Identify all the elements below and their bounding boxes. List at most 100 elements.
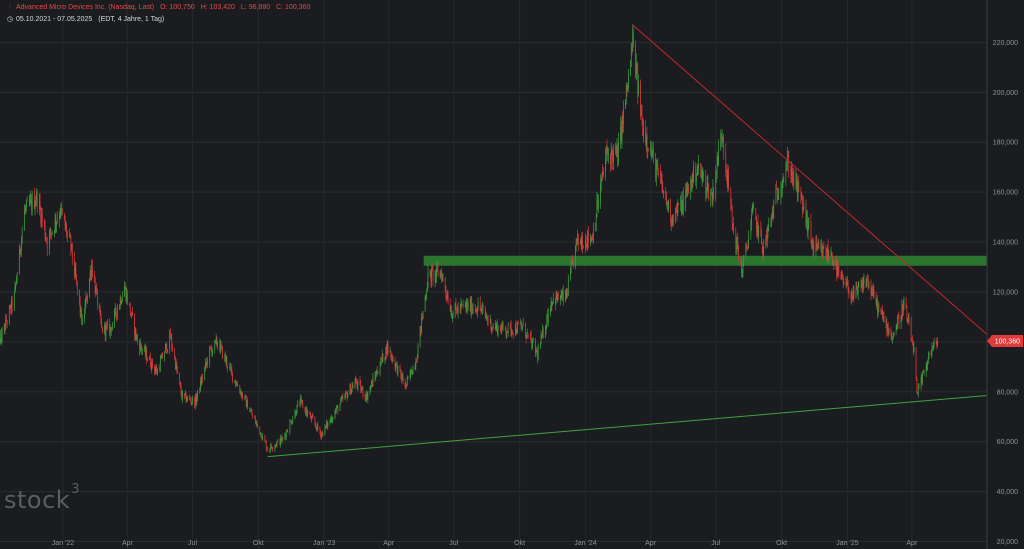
candle-body [752, 202, 754, 212]
candle-body [862, 280, 863, 292]
zone-layer [423, 255, 988, 266]
candle-body [836, 260, 838, 277]
candle-body [54, 218, 56, 231]
candle-body [141, 347, 143, 351]
candle-body [565, 290, 566, 301]
candle-body [467, 302, 468, 310]
candle-body [215, 340, 216, 341]
candle-body [220, 343, 222, 347]
price-tick-label: 120,000 [993, 289, 1018, 296]
candle-body [339, 404, 341, 412]
candle-body [566, 293, 568, 298]
candle-body [316, 423, 318, 430]
candle-body [915, 347, 917, 378]
candle-body [86, 295, 88, 301]
candle-body [71, 243, 73, 259]
candle-body [550, 302, 552, 311]
candle-body [783, 177, 785, 182]
candle-body [59, 214, 61, 217]
candle-body [36, 191, 37, 203]
candle-body [545, 330, 546, 338]
candle-body [312, 416, 314, 419]
candle-body [497, 325, 499, 335]
candle-body [350, 385, 352, 394]
candle-body [842, 276, 844, 283]
candle-body [546, 314, 548, 325]
candle-body [474, 308, 476, 310]
candle-body [426, 291, 427, 297]
support-trendline [267, 395, 988, 458]
candle-body [625, 85, 627, 100]
candle-body [441, 275, 443, 281]
candle-body [115, 307, 117, 315]
candle-body [305, 408, 306, 414]
candle-body [349, 385, 351, 394]
candle-body [927, 361, 928, 366]
candle-body [189, 396, 191, 399]
candle-body [375, 375, 377, 377]
candle-body [245, 397, 247, 407]
candle-body [811, 239, 812, 242]
candle-body [893, 331, 895, 336]
candle-body [517, 322, 519, 325]
candle-body [718, 148, 719, 166]
time-tick-label: Okt [776, 540, 787, 547]
candle-body [670, 200, 671, 223]
candle-body [517, 322, 518, 333]
candle-body [19, 247, 21, 253]
candle-body [332, 418, 334, 420]
candle-body [675, 207, 677, 223]
candle-body [51, 231, 53, 235]
candle-body [477, 302, 479, 311]
candle-body [211, 349, 213, 355]
candle-body [937, 342, 938, 346]
candle-body [261, 438, 263, 440]
candle-body [796, 177, 797, 189]
candle-body [309, 412, 311, 415]
candle-body [526, 332, 528, 339]
candle-body [442, 275, 444, 278]
candle-body [165, 343, 167, 347]
candles [0, 24, 938, 453]
candle-body [34, 195, 35, 209]
candle-body [215, 338, 217, 341]
candle-body [227, 366, 228, 368]
candle-body [360, 383, 362, 391]
candle-body [430, 271, 432, 282]
candle-body [880, 307, 882, 312]
candle-body [306, 409, 308, 415]
candle-body [615, 147, 617, 153]
candle-body [645, 135, 647, 143]
candle-body [154, 366, 155, 372]
candle-body [892, 335, 894, 339]
candle-body [620, 126, 622, 141]
candle-body [531, 339, 533, 349]
candle-body [597, 199, 598, 208]
candle-body [790, 173, 792, 177]
candle-body [99, 309, 101, 314]
candle-body [66, 225, 67, 235]
candle-body [426, 287, 428, 292]
candle-body [807, 221, 809, 233]
candle-body [797, 181, 799, 198]
candle-body [114, 310, 115, 325]
candle-body [598, 202, 599, 208]
candle-body [385, 347, 387, 358]
candle-body [541, 335, 543, 336]
candle-body [139, 342, 140, 351]
candle-body [415, 362, 417, 367]
candle-body [24, 209, 26, 211]
candle-body [44, 225, 46, 238]
candle-body [595, 216, 597, 226]
candle-body [132, 312, 133, 315]
candle-body [399, 365, 401, 370]
candle-body [319, 428, 321, 433]
candle-body [76, 278, 77, 282]
candle-body [887, 324, 889, 334]
candle-body [267, 449, 269, 451]
candle-body [307, 412, 309, 415]
candle-body [885, 320, 887, 323]
candle-body [134, 314, 135, 336]
candle-body [45, 237, 47, 239]
